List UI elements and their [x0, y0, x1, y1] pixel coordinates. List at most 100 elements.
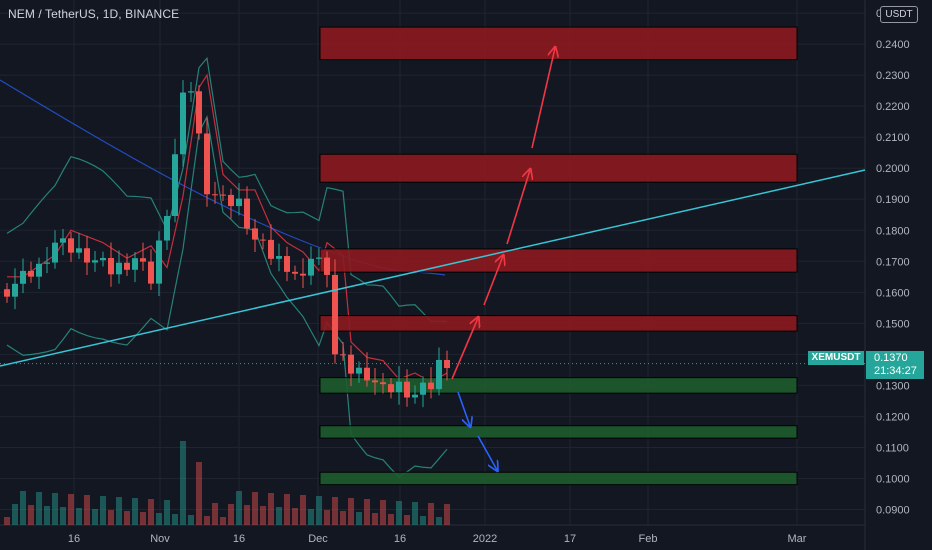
candle-body — [324, 257, 330, 275]
candle-body — [252, 228, 258, 240]
candle-body — [436, 359, 442, 390]
price-tick-label: 0.2400 — [876, 39, 910, 51]
time-tick-label: Dec — [308, 533, 328, 545]
candle-body — [212, 194, 218, 196]
time-tick-label: 16 — [68, 533, 80, 545]
volume-bar — [188, 515, 194, 525]
volume-bar — [52, 493, 58, 525]
volume-bar — [36, 492, 42, 525]
candle-body — [332, 274, 338, 355]
drawings[interactable] — [0, 48, 866, 470]
time-axis[interactable]: 16 Nov 16 Dec 16 2022 17 Feb Mar — [68, 533, 807, 545]
candle-body — [44, 262, 50, 264]
candle-body — [188, 91, 194, 93]
lower-band — [6, 115, 448, 478]
volume-bar — [116, 497, 122, 525]
volume-bar — [348, 498, 354, 525]
projection-up-arrow — [531, 48, 555, 149]
volume-bar — [180, 441, 186, 525]
volume-bar — [4, 517, 10, 525]
candle-body — [164, 216, 170, 241]
time-tick-label: 16 — [394, 533, 406, 545]
volume-bar — [372, 513, 378, 525]
candle-body — [60, 238, 66, 243]
candle-body — [268, 239, 274, 259]
candle-body — [100, 257, 106, 261]
volume-bar — [380, 500, 386, 525]
time-tick-label: 2022 — [473, 533, 497, 545]
volume-bar — [60, 507, 66, 525]
price-tick-label: 0.0900 — [876, 504, 910, 516]
candle-body — [380, 382, 386, 385]
moving-average — [7, 73, 448, 383]
volume-bar — [252, 492, 258, 525]
last-price-badge: 0.1370 21:34:27 — [866, 351, 924, 379]
candle-body — [180, 92, 186, 155]
time-tick-label: Mar — [788, 533, 807, 545]
volume-bar — [124, 511, 130, 525]
candle-body — [76, 248, 82, 253]
volume-bar — [396, 501, 402, 525]
volume-bar — [364, 499, 370, 525]
volume-bar — [244, 505, 250, 525]
volume-bar — [156, 513, 162, 525]
candle-body — [364, 367, 370, 381]
support-zone — [319, 425, 798, 439]
price-tick-label: 0.1700 — [876, 256, 910, 268]
candle-body — [52, 242, 58, 263]
candle-body — [428, 382, 434, 390]
candle-body — [348, 354, 354, 374]
volume-bar — [356, 512, 362, 525]
price-tick-label: 0.1000 — [876, 473, 910, 485]
currency-button[interactable]: USDT — [880, 6, 918, 23]
price-tick-label: 0.1800 — [876, 225, 910, 237]
volume-bar — [28, 505, 34, 525]
projection-up-arrow — [483, 256, 503, 306]
volume-bar — [212, 503, 218, 525]
candle-body — [308, 258, 314, 276]
time-tick-label: 17 — [564, 533, 576, 545]
candle-body — [28, 270, 34, 277]
volume-bar — [276, 507, 282, 525]
candle-body — [36, 263, 42, 277]
resistance-zone — [319, 315, 798, 332]
price-tick-label: 0.2000 — [876, 163, 910, 175]
projection-down-arrow — [457, 391, 470, 426]
time-tick-label: Nov — [150, 533, 170, 545]
candle-body — [228, 194, 234, 207]
candle-body — [148, 261, 154, 284]
symbol-badge: XEMUSDT — [808, 351, 864, 365]
price-axis[interactable]: 0.25000.24000.23000.22000.21000.20000.19… — [876, 8, 910, 516]
candle-body — [404, 381, 410, 398]
price-zones — [319, 26, 798, 486]
volume-bar — [108, 510, 114, 525]
price-tick-label: 0.2200 — [876, 101, 910, 113]
candle-body — [140, 258, 146, 262]
trend-line — [0, 169, 866, 367]
projection-down-arrow — [477, 435, 497, 470]
volume-bar — [388, 514, 394, 525]
volume-bar — [196, 462, 202, 525]
volume-bar — [236, 491, 242, 525]
volume-bar — [172, 514, 178, 525]
bar-countdown: 21:34:27 — [874, 365, 917, 377]
price-tick-label: 0.1200 — [876, 411, 910, 423]
volume-bar — [76, 508, 82, 525]
candle-body — [236, 198, 242, 207]
volume-bar — [332, 497, 338, 525]
volume-bar — [68, 494, 74, 525]
candle-body — [276, 256, 282, 259]
projection-up-arrow — [451, 318, 478, 380]
volume-bar — [84, 495, 90, 525]
projection-up-arrow — [506, 170, 530, 245]
symbol-title: NEM / TetherUS, 1D, BINANCE — [8, 7, 180, 21]
time-tick-label: Feb — [639, 533, 658, 545]
last-price-value: 0.1370 — [874, 352, 908, 364]
volume-bar — [300, 495, 306, 525]
volume-bar — [220, 517, 226, 525]
candle-body — [84, 248, 90, 263]
candle-body — [204, 133, 210, 195]
price-tick-label: 0.1600 — [876, 287, 910, 299]
candle-body — [196, 91, 202, 134]
